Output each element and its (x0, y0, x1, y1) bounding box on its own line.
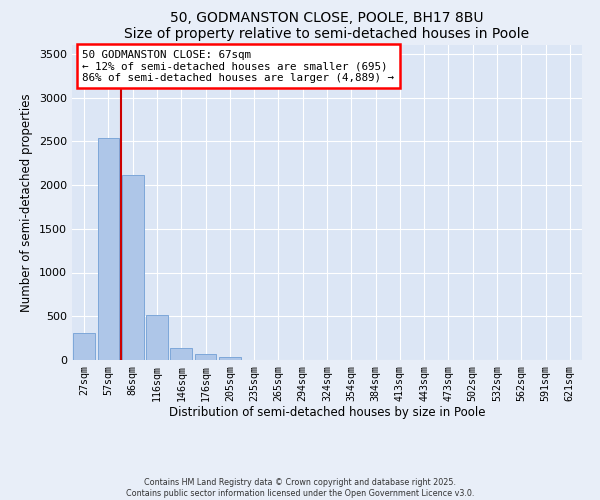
Bar (73, 333, 95, 360)
Bar (122, 174, 143, 360)
Bar (170, 348, 192, 360)
Bar (219, 356, 241, 360)
Title: 50, GODMANSTON CLOSE, POOLE, BH17 8BU
Size of property relative to semi-detached: 50, GODMANSTON CLOSE, POOLE, BH17 8BU Si… (124, 11, 530, 41)
Y-axis label: Number of semi-detached properties: Number of semi-detached properties (20, 93, 34, 312)
Bar (97, 138, 119, 360)
Text: Contains HM Land Registry data © Crown copyright and database right 2025.
Contai: Contains HM Land Registry data © Crown c… (126, 478, 474, 498)
X-axis label: Distribution of semi-detached houses by size in Poole: Distribution of semi-detached houses by … (169, 406, 485, 420)
Text: 50 GODMANSTON CLOSE: 67sqm
← 12% of semi-detached houses are smaller (695)
86% o: 50 GODMANSTON CLOSE: 67sqm ← 12% of semi… (82, 50, 394, 83)
Bar (146, 316, 168, 360)
Bar (194, 354, 217, 360)
